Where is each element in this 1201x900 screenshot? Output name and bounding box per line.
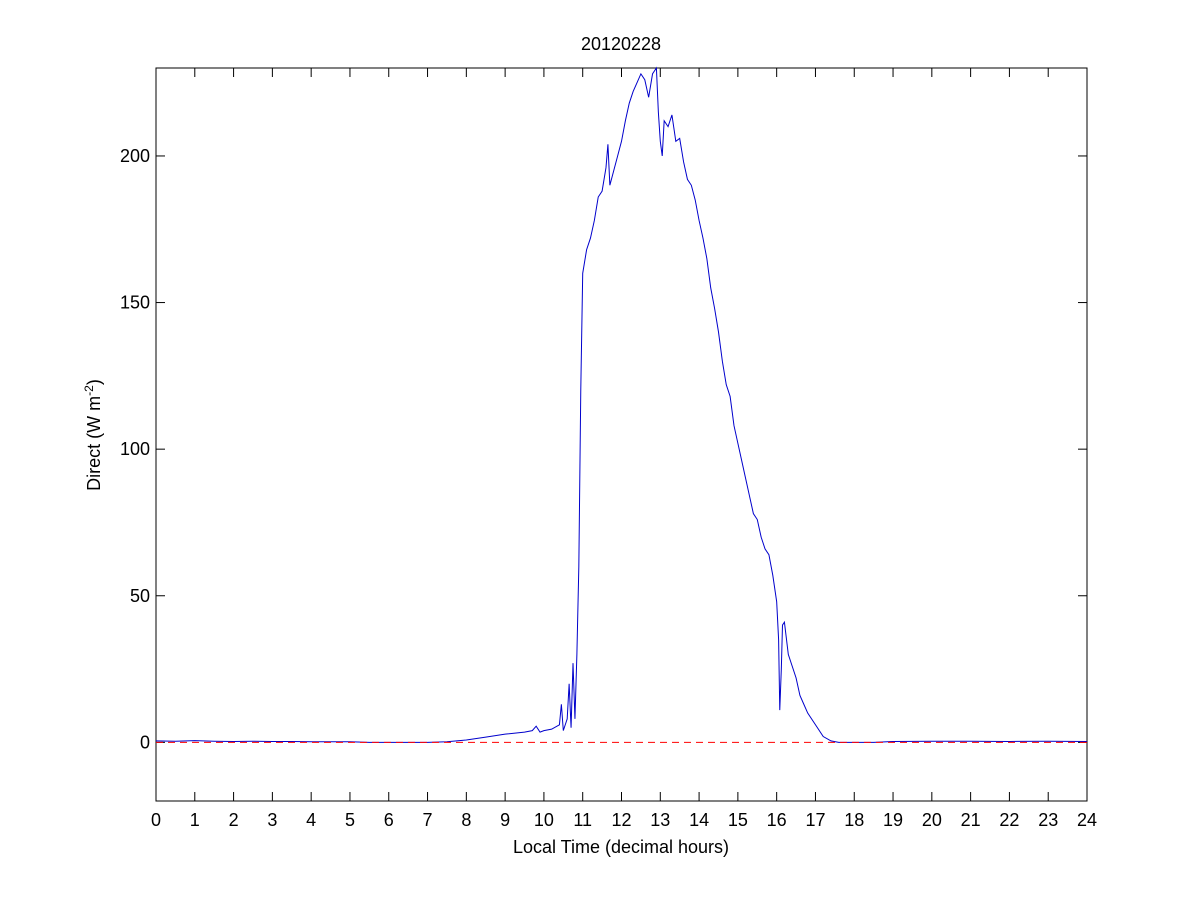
x-tick-label: 10 — [534, 810, 554, 830]
x-tick-label: 22 — [999, 810, 1019, 830]
x-tick-label: 7 — [423, 810, 433, 830]
x-axis-label: Local Time (decimal hours) — [513, 837, 729, 857]
x-tick-label: 8 — [461, 810, 471, 830]
y-tick-label: 100 — [120, 439, 150, 459]
x-tick-label: 19 — [883, 810, 903, 830]
y-label-text: Direct (W m — [84, 396, 104, 491]
y-tick-label: 200 — [120, 146, 150, 166]
x-tick-label: 12 — [611, 810, 631, 830]
x-tick-label: 3 — [267, 810, 277, 830]
x-tick-label: 6 — [384, 810, 394, 830]
y-label-text: ) — [84, 379, 104, 385]
plot-frame — [155, 67, 1088, 802]
chart-title: 20120228 — [581, 34, 661, 54]
y-label-superscript: -2 — [82, 385, 96, 396]
x-tick-label: 23 — [1038, 810, 1058, 830]
x-tick-label: 9 — [500, 810, 510, 830]
x-tick-label: 13 — [650, 810, 670, 830]
x-tick-label: 0 — [151, 810, 161, 830]
x-tick-label: 15 — [728, 810, 748, 830]
x-tick-label: 24 — [1077, 810, 1097, 830]
x-tick-label: 14 — [689, 810, 709, 830]
x-tick-label: 5 — [345, 810, 355, 830]
y-axis-label: Direct (W m-2) — [82, 379, 104, 491]
x-tick-label: 1 — [190, 810, 200, 830]
x-tick-label: 17 — [805, 810, 825, 830]
y-tick-label: 0 — [140, 732, 150, 752]
y-tick-label: 150 — [120, 293, 150, 313]
data-line — [155, 66, 1088, 743]
y-tick-label: 50 — [130, 586, 150, 606]
x-tick-label: 4 — [306, 810, 316, 830]
x-tick-label: 11 — [573, 810, 592, 830]
x-tick-label: 20 — [922, 810, 942, 830]
x-tick-label: 21 — [961, 810, 981, 830]
x-tick-label: 16 — [767, 810, 787, 830]
x-tick-label: 2 — [229, 810, 239, 830]
x-tick-label: 18 — [844, 810, 864, 830]
